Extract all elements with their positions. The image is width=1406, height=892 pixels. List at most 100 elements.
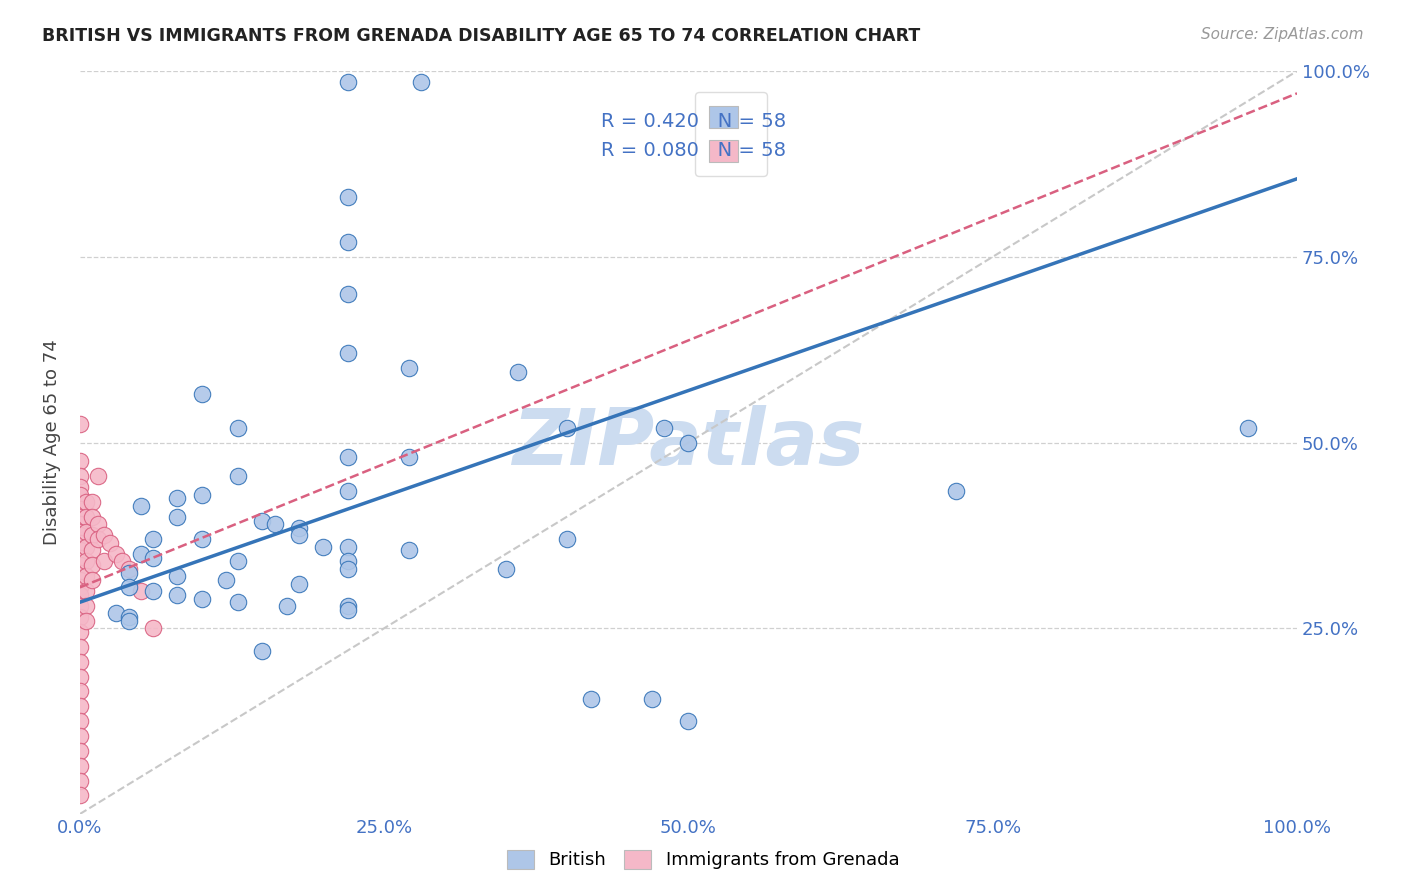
Point: [69, 744, 91, 758]
Point: [263, 517, 285, 532]
Point: [98, 536, 121, 550]
Point: [312, 540, 335, 554]
Point: [495, 562, 517, 576]
Point: [117, 610, 139, 624]
Point: [69, 558, 91, 573]
Point: [75, 569, 97, 583]
Point: [69, 640, 91, 654]
Point: [69, 528, 91, 542]
Point: [166, 569, 188, 583]
Point: [75, 599, 97, 613]
Point: [506, 365, 529, 379]
Point: [190, 591, 212, 606]
Point: [87, 469, 110, 483]
Point: [117, 614, 139, 628]
Point: [111, 554, 134, 568]
Point: [336, 287, 359, 301]
Point: [1237, 420, 1260, 434]
Text: R = 0.080   N = 58: R = 0.080 N = 58: [600, 141, 786, 160]
Point: [69, 581, 91, 595]
Point: [69, 509, 91, 524]
Point: [336, 190, 359, 204]
Point: [166, 491, 188, 506]
Point: [288, 528, 311, 542]
Point: [678, 435, 700, 450]
Legend: , : ,: [695, 92, 768, 176]
Point: [226, 554, 249, 568]
Point: [69, 773, 91, 788]
Point: [215, 573, 238, 587]
Point: [142, 550, 165, 565]
Point: [336, 540, 359, 554]
Point: [69, 610, 91, 624]
Point: [80, 495, 103, 509]
Point: [226, 469, 249, 483]
Point: [75, 614, 97, 628]
Point: [69, 758, 91, 772]
Point: [75, 509, 97, 524]
Point: [69, 543, 91, 558]
Text: ZIPatlas: ZIPatlas: [512, 405, 865, 481]
Point: [166, 588, 188, 602]
Point: [75, 540, 97, 554]
Point: [75, 495, 97, 509]
Point: [226, 420, 249, 434]
Point: [945, 483, 967, 498]
Point: [69, 524, 91, 539]
Point: [336, 75, 359, 89]
Point: [69, 517, 91, 532]
Point: [336, 235, 359, 249]
Point: [579, 691, 602, 706]
Point: [336, 483, 359, 498]
Point: [105, 607, 128, 621]
Point: [69, 669, 91, 683]
Point: [69, 550, 91, 565]
Point: [129, 584, 152, 599]
Point: [336, 450, 359, 465]
Point: [288, 521, 311, 535]
Point: [142, 532, 165, 546]
Point: [69, 536, 91, 550]
Point: [641, 691, 664, 706]
Point: [69, 699, 91, 714]
Point: [288, 576, 311, 591]
Point: [555, 532, 578, 546]
Point: [69, 684, 91, 698]
Point: [336, 554, 359, 568]
Point: [252, 514, 274, 528]
Point: [226, 595, 249, 609]
Point: [75, 584, 97, 599]
Point: [75, 524, 97, 539]
Point: [336, 346, 359, 360]
Point: [69, 417, 91, 431]
Point: [129, 547, 152, 561]
Y-axis label: Disability Age 65 to 74: Disability Age 65 to 74: [44, 340, 60, 545]
Point: [555, 420, 578, 434]
Point: [117, 566, 139, 580]
Point: [69, 714, 91, 728]
Point: [80, 528, 103, 542]
Point: [69, 502, 91, 516]
Text: R = 0.420   N = 58: R = 0.420 N = 58: [600, 112, 786, 131]
Point: [398, 543, 420, 558]
Point: [276, 599, 298, 613]
Text: Source: ZipAtlas.com: Source: ZipAtlas.com: [1201, 27, 1364, 42]
Point: [190, 532, 212, 546]
Point: [409, 75, 432, 89]
Point: [129, 499, 152, 513]
Point: [87, 517, 110, 532]
Point: [336, 599, 359, 613]
Point: [117, 562, 139, 576]
Point: [190, 387, 212, 401]
Point: [80, 543, 103, 558]
Point: [87, 532, 110, 546]
Point: [652, 420, 675, 434]
Point: [678, 714, 700, 728]
Text: BRITISH VS IMMIGRANTS FROM GRENADA DISABILITY AGE 65 TO 74 CORRELATION CHART: BRITISH VS IMMIGRANTS FROM GRENADA DISAB…: [42, 27, 921, 45]
Point: [69, 588, 91, 602]
Point: [69, 599, 91, 613]
Point: [69, 469, 91, 483]
Point: [80, 573, 103, 587]
Point: [69, 454, 91, 468]
Point: [93, 528, 115, 542]
